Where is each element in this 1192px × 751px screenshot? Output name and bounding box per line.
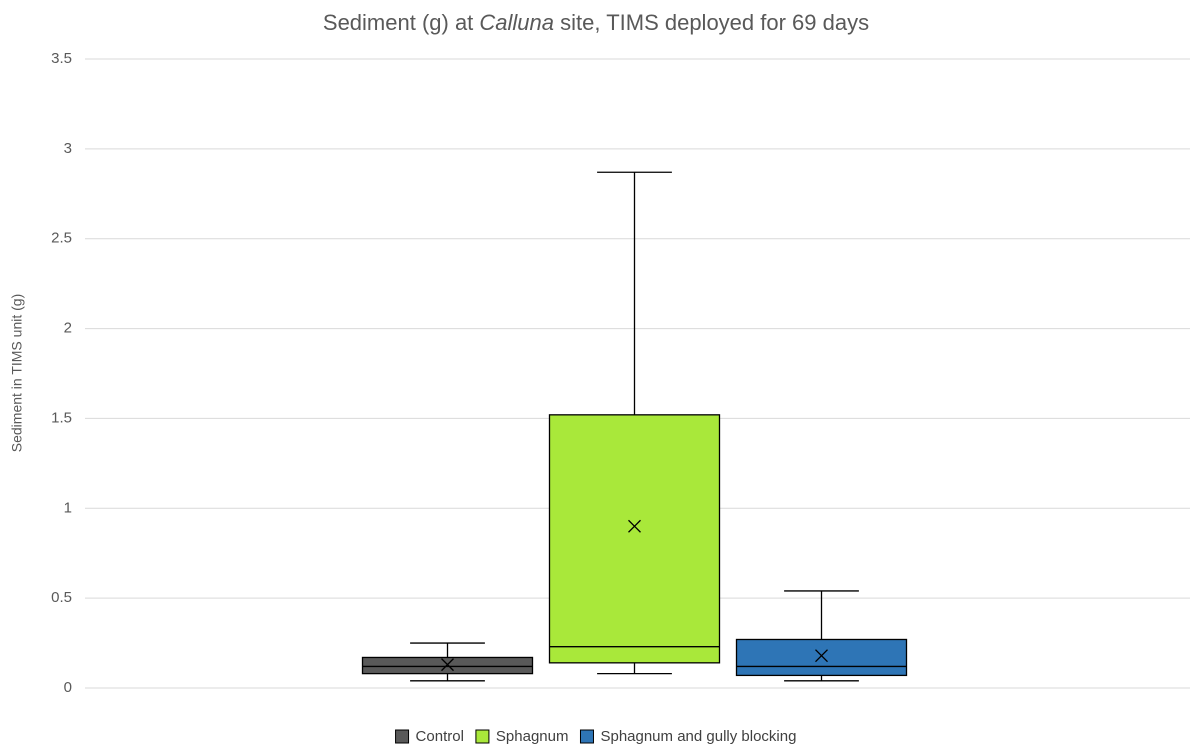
box xyxy=(548,414,721,664)
y-tick-label: 1 xyxy=(64,499,72,516)
y-tick-label: 3 xyxy=(64,140,72,157)
y-tick-label: 0 xyxy=(64,679,72,696)
legend-swatch xyxy=(579,729,594,744)
legend-swatch xyxy=(475,729,490,744)
mean-marker xyxy=(441,658,454,672)
y-tick-label: 1.5 xyxy=(51,409,72,426)
legend-swatch xyxy=(395,729,410,744)
y-tick-label: 0.5 xyxy=(51,589,72,606)
title-part: Calluna xyxy=(479,10,554,35)
y-tick-label: 2.5 xyxy=(51,230,72,247)
mean-marker xyxy=(815,649,828,663)
title-part: site, TIMS deployed for 69 days xyxy=(554,10,869,35)
legend-label: Sphagnum and gully blocking xyxy=(600,728,796,745)
y-axis-label: Sediment in TIMS unit (g) xyxy=(9,294,25,452)
mean-marker xyxy=(628,519,641,533)
chart-title: Sediment (g) at Calluna site, TIMS deplo… xyxy=(323,10,869,35)
y-tick-label: 3.5 xyxy=(51,50,72,67)
legend: Control Sphagnum Sphagnum and gully blocki… xyxy=(395,728,796,745)
legend-label: Control xyxy=(416,728,464,745)
title-part: Sediment (g) at xyxy=(323,10,480,35)
y-tick-label: 2 xyxy=(64,320,72,337)
box xyxy=(735,638,908,677)
legend-label: Sphagnum xyxy=(496,728,569,745)
